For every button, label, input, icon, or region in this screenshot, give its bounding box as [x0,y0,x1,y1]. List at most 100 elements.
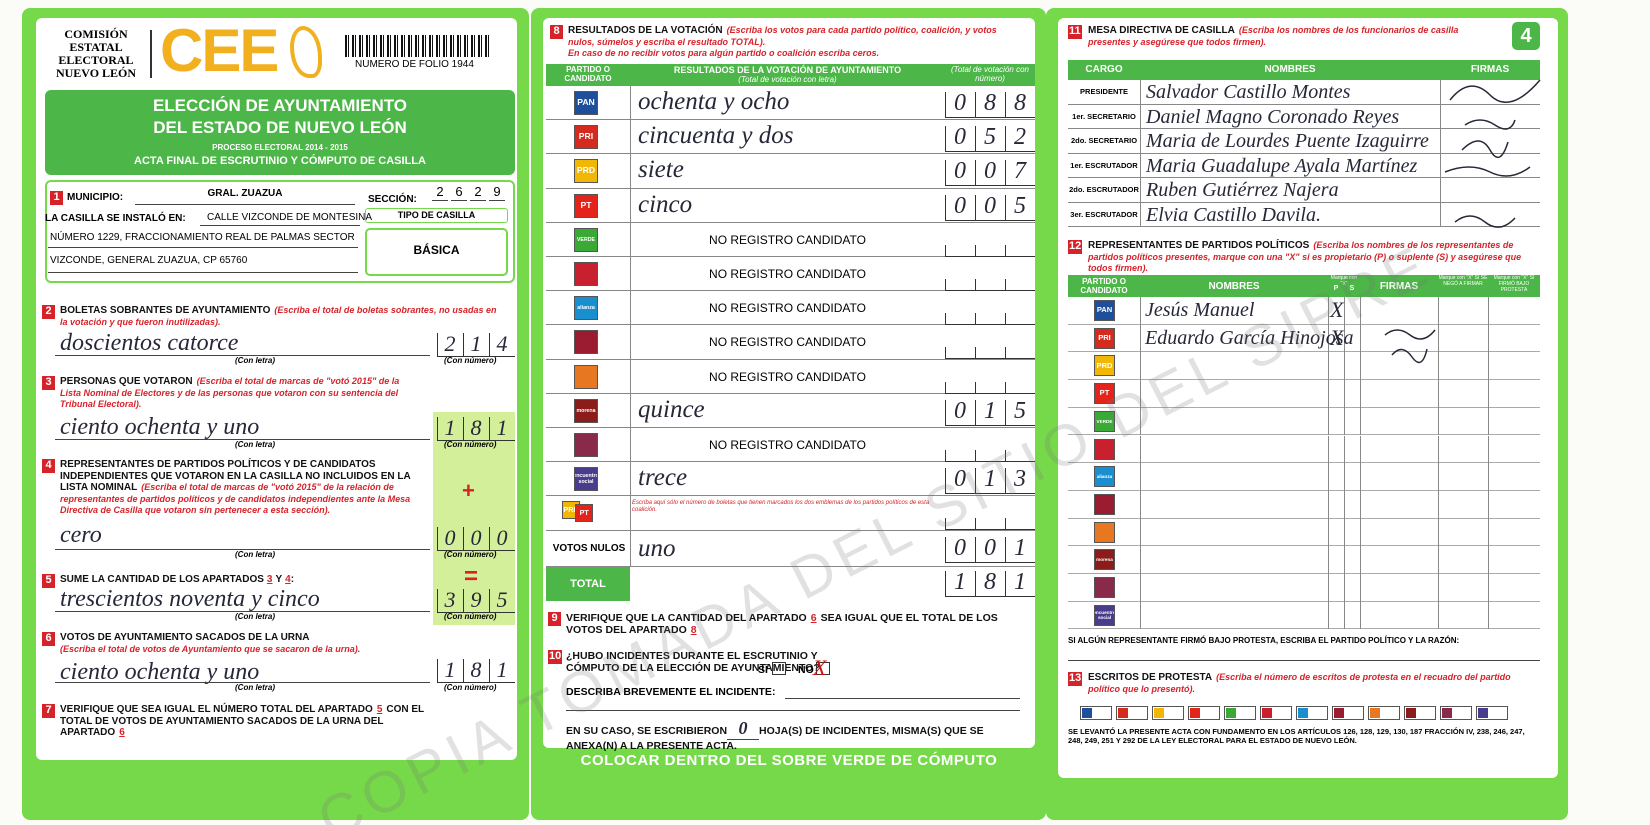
section-heading: ESCRITOS DE PROTESTA (Escriba el número d… [1088,672,1518,695]
column-header: (Total de votación con letra) [738,75,837,84]
section-heading: BOLETAS SOBRANTES DE AYUNTAMIENTO (Escrib… [60,305,500,328]
party-icon [1334,708,1344,718]
checkbox-mark: X [1330,297,1344,322]
column-line [1328,407,1329,436]
table-row [546,86,1035,121]
digit: 8 [470,415,482,440]
digit-cell [975,126,1005,153]
note: (Escriba el número de escritos de protes… [1088,672,1511,694]
process-label: PROCESO ELECTORAL 2014 - 2015 [212,143,348,152]
digit: 0 [444,525,456,550]
column-line [1440,129,1441,154]
party-label: alianza [577,305,595,312]
column-line [1344,601,1345,630]
party-logo: PRI [1094,327,1115,349]
party-icon [1370,708,1380,718]
handwritten-name: Salvador Castillo Montes [1146,81,1351,103]
digit: 1 [984,397,996,424]
digit-cell [463,527,489,551]
party-logo: VERDE [574,227,598,252]
party-logo: VERDE [1094,410,1115,432]
column-line [1488,435,1489,464]
column-line [1140,324,1141,353]
handwritten-amount: trece [638,464,688,492]
section-heading: PERSONAS QUE VOTARON (Escriba el total de… [60,376,410,411]
digit-cell [489,333,515,357]
heading: VOTOS DE AYUNTAMIENTO SACADOS DE LA URNA [60,632,310,643]
table-row [1068,80,1540,105]
digit-cell [1005,518,1035,531]
legal-text: SE LEVANTÓ LA PRESENTE ACTA CON FUNDAMEN… [1068,727,1525,745]
digit: 8 [984,568,996,595]
party-label: VERDE [576,236,596,243]
digit: 2 [444,331,456,356]
digit: 0 [954,192,966,219]
party-icon [1118,708,1128,718]
digit: 5 [984,124,996,151]
table-row [546,531,1035,567]
digit: 9 [470,587,482,612]
digit-cell [463,659,489,683]
column-line [1344,435,1345,464]
column-line [1140,601,1141,630]
column-line [1328,574,1329,602]
field-line [48,272,358,273]
column-line [1488,407,1489,436]
table-header [1068,275,1540,297]
digit: 0 [954,397,966,424]
party-icon [1478,708,1488,718]
digit-cell [975,536,1005,563]
digit-cell [1005,570,1035,597]
party-logo [574,433,598,457]
party-logo: morena [574,398,598,423]
digit: 0 [984,158,996,185]
digit-cell [975,92,1005,118]
digit: 0 [496,525,508,550]
protest-box [1368,706,1400,720]
party-logo [574,364,598,389]
org-name: ELECTORAL [58,53,134,67]
digit: 0 [954,158,966,185]
handwritten-amount: ochenta y ocho [638,88,790,115]
protest-box [1188,706,1220,720]
column-line [1140,407,1141,436]
table-row [1068,154,1540,178]
field-line [48,247,358,248]
column-line [630,257,631,292]
reference: 6 [119,727,125,738]
logo: CEE [160,17,279,84]
column-header: S [1349,285,1355,292]
field-caption: (Con número) [444,683,497,692]
column-line [1360,435,1361,464]
column-line [1360,297,1361,325]
column-line [1360,352,1361,381]
column-line [1140,463,1141,491]
column-line [1140,104,1141,129]
digit-cell [945,468,975,495]
digit-cell [975,381,1005,394]
highlight [433,412,515,625]
digit: 2 [1014,124,1026,151]
digit: 0 [984,534,996,561]
column-line [1140,202,1141,227]
field-caption: (Con número) [444,440,497,449]
column-line [1488,324,1489,353]
field-label: TIPO DE CASILLA [397,210,476,220]
digit: 0 [470,525,482,550]
footer-instruction: COLOCAR DENTRO DEL SOBRE VERDE DE CÓMPUT… [580,752,998,769]
digit: 7 [1014,158,1026,185]
table-row [1068,129,1540,154]
protest-box [1404,706,1436,720]
digit: 0 [984,192,996,219]
digit-cell [975,347,1005,360]
digit-cell [945,313,975,326]
column-line [630,428,631,463]
note: (Escriba el total de marcas de "votó 201… [60,482,411,515]
party-icon [1154,708,1164,718]
section-heading: REPRESENTANTES DE PARTIDOS POLÍTICOS Y D… [60,459,415,517]
column-line [1438,380,1439,408]
divider [150,30,152,78]
column-line [1140,178,1141,203]
column-line [1140,297,1141,325]
column-line [1140,546,1141,574]
